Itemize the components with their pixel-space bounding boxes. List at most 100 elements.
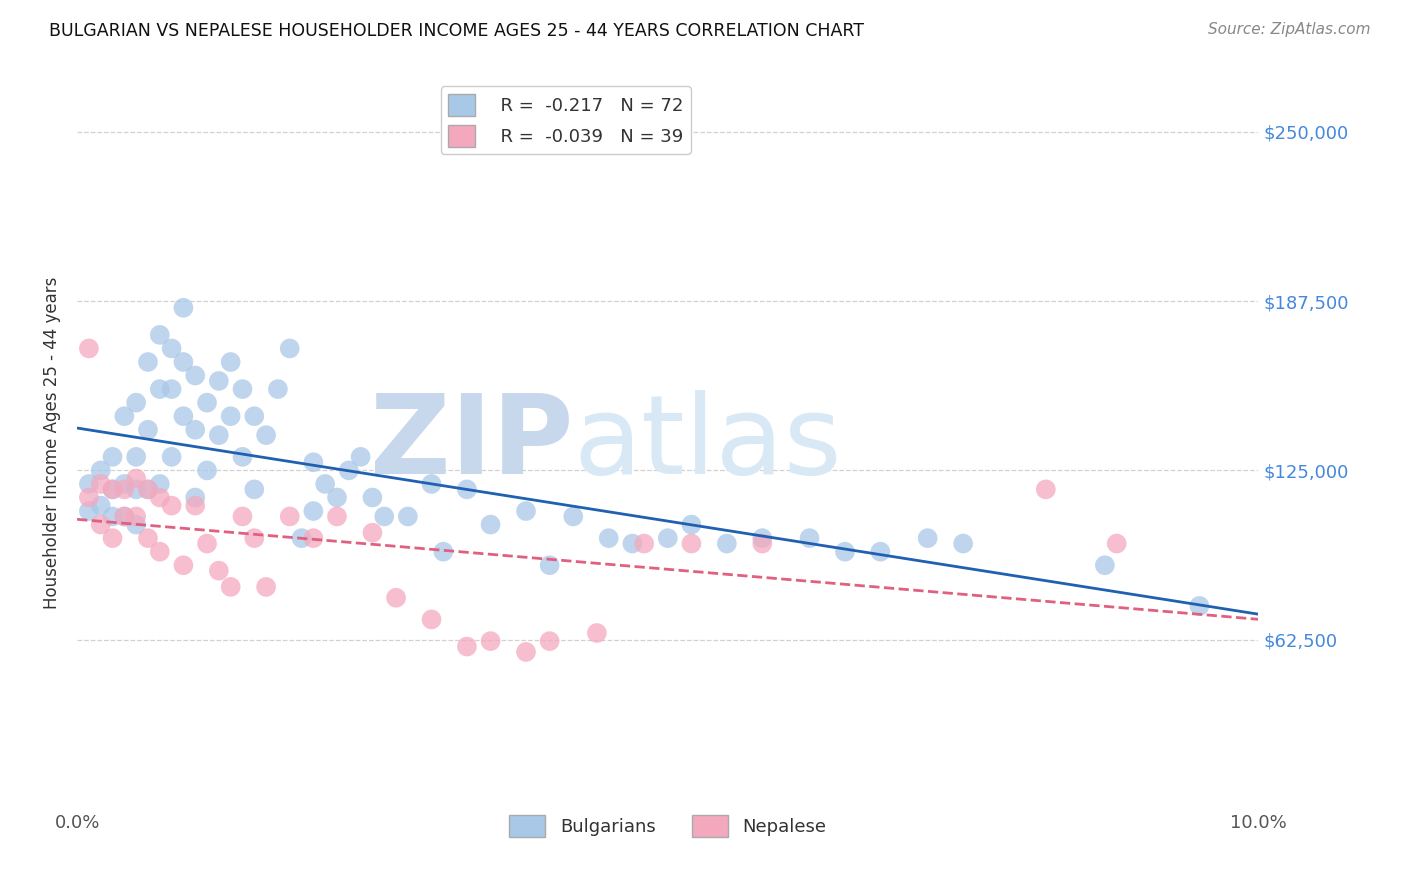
Point xyxy=(136,483,159,497)
Point xyxy=(456,483,478,497)
Point xyxy=(149,544,172,558)
Point xyxy=(184,499,207,513)
Point xyxy=(77,504,100,518)
Point xyxy=(101,450,124,464)
Point xyxy=(195,463,218,477)
Point xyxy=(136,355,159,369)
Point xyxy=(479,634,502,648)
Point xyxy=(149,382,172,396)
Point xyxy=(208,428,231,442)
Point xyxy=(231,382,253,396)
Point xyxy=(751,531,773,545)
Text: atlas: atlas xyxy=(574,390,842,497)
Point xyxy=(160,382,183,396)
Point xyxy=(538,558,561,573)
Point xyxy=(598,531,620,545)
Point xyxy=(112,409,135,424)
Point xyxy=(90,463,112,477)
Point xyxy=(149,477,172,491)
Point xyxy=(538,634,561,648)
Point xyxy=(101,483,124,497)
Point xyxy=(586,626,609,640)
Text: ZIP: ZIP xyxy=(370,390,574,497)
Point xyxy=(420,612,443,626)
Point xyxy=(420,477,443,491)
Point xyxy=(90,499,112,513)
Point xyxy=(326,509,349,524)
Y-axis label: Householder Income Ages 25 - 44 years: Householder Income Ages 25 - 44 years xyxy=(44,277,60,609)
Point xyxy=(834,544,856,558)
Point xyxy=(90,477,112,491)
Text: BULGARIAN VS NEPALESE HOUSEHOLDER INCOME AGES 25 - 44 YEARS CORRELATION CHART: BULGARIAN VS NEPALESE HOUSEHOLDER INCOME… xyxy=(49,22,865,40)
Point xyxy=(184,491,207,505)
Point xyxy=(302,455,325,469)
Point xyxy=(290,531,312,545)
Point xyxy=(952,536,974,550)
Point xyxy=(562,509,585,524)
Point xyxy=(172,355,194,369)
Point xyxy=(149,491,172,505)
Point xyxy=(101,483,124,497)
Point xyxy=(231,509,253,524)
Point xyxy=(302,531,325,545)
Point xyxy=(917,531,939,545)
Point xyxy=(396,509,419,524)
Point xyxy=(172,558,194,573)
Point xyxy=(373,509,395,524)
Point xyxy=(337,463,360,477)
Point xyxy=(681,517,703,532)
Point xyxy=(361,491,384,505)
Legend: Bulgarians, Nepalese: Bulgarians, Nepalese xyxy=(502,807,834,844)
Point xyxy=(149,327,172,342)
Point xyxy=(219,409,242,424)
Point xyxy=(208,564,231,578)
Point xyxy=(278,509,301,524)
Point xyxy=(136,423,159,437)
Point xyxy=(633,536,655,550)
Point xyxy=(125,509,148,524)
Point xyxy=(479,517,502,532)
Point xyxy=(125,483,148,497)
Point xyxy=(456,640,478,654)
Point xyxy=(1105,536,1128,550)
Point xyxy=(302,504,325,518)
Point xyxy=(219,355,242,369)
Point xyxy=(681,536,703,550)
Point xyxy=(90,517,112,532)
Point xyxy=(267,382,290,396)
Point xyxy=(112,477,135,491)
Point xyxy=(195,395,218,409)
Point xyxy=(751,536,773,550)
Point xyxy=(125,395,148,409)
Point xyxy=(125,517,148,532)
Point xyxy=(254,580,277,594)
Point xyxy=(1094,558,1116,573)
Point xyxy=(172,301,194,315)
Point xyxy=(621,536,644,550)
Point xyxy=(184,368,207,383)
Point xyxy=(219,580,242,594)
Point xyxy=(101,509,124,524)
Point xyxy=(231,450,253,464)
Point xyxy=(515,645,537,659)
Point xyxy=(349,450,371,464)
Point xyxy=(515,504,537,518)
Point xyxy=(243,531,266,545)
Point xyxy=(1188,599,1211,613)
Point xyxy=(278,342,301,356)
Point xyxy=(243,409,266,424)
Point xyxy=(385,591,408,605)
Point xyxy=(314,477,336,491)
Point xyxy=(77,342,100,356)
Point xyxy=(136,531,159,545)
Point xyxy=(172,409,194,424)
Point xyxy=(657,531,679,545)
Point xyxy=(326,491,349,505)
Point xyxy=(112,509,135,524)
Point xyxy=(77,477,100,491)
Point xyxy=(716,536,738,550)
Point xyxy=(254,428,277,442)
Point xyxy=(184,423,207,437)
Point xyxy=(125,471,148,485)
Point xyxy=(361,525,384,540)
